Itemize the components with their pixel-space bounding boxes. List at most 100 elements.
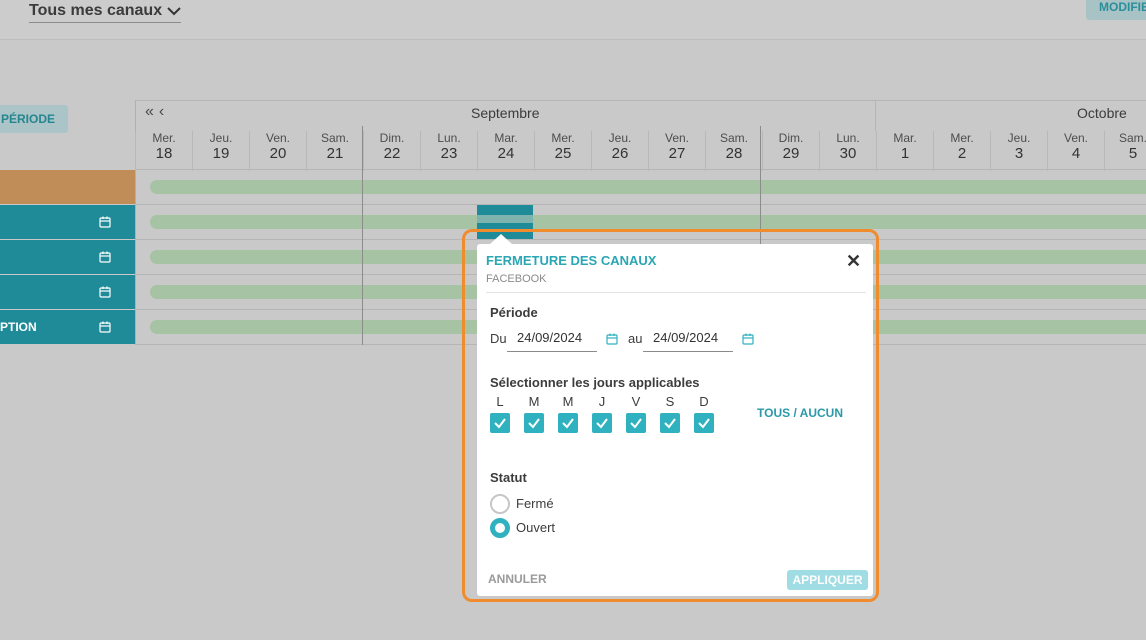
- calendar-icon[interactable]: [99, 216, 111, 228]
- day-header: Jeu. 3: [990, 131, 1047, 171]
- double-chevron-left-icon[interactable]: «: [145, 103, 159, 120]
- checkmark-icon: [528, 418, 540, 429]
- calendar-icon[interactable]: [99, 321, 111, 333]
- day-header: Lun. 30: [819, 131, 876, 171]
- month-divider: [875, 101, 876, 131]
- channel-select[interactable]: Tous mes canaux: [29, 0, 181, 23]
- weekday-checkbox[interactable]: [558, 413, 578, 433]
- weekday-checkbox[interactable]: [592, 413, 612, 433]
- day-header: Mar. 1: [876, 131, 933, 171]
- highlight-frame: [462, 229, 879, 602]
- status-ouvert-label: Ouvert: [516, 520, 556, 535]
- channel-row-label: PTION: [0, 320, 37, 334]
- day-name: Dim.: [778, 131, 804, 145]
- day-name: Ven.: [265, 131, 291, 145]
- day-name: Dim.: [379, 131, 405, 145]
- day-header: Jeu. 26: [591, 131, 648, 171]
- periode-label: Période: [490, 305, 538, 320]
- day-header: Dim. 29: [762, 131, 819, 171]
- day-name: Sam.: [719, 131, 748, 145]
- status-ferme-radio[interactable]: [490, 494, 510, 514]
- day-number: 22: [383, 145, 401, 162]
- day-header: Mer. 25: [534, 131, 591, 171]
- day-number: 21: [326, 145, 344, 162]
- date-from-input[interactable]: 24/09/2024: [507, 325, 597, 352]
- weekday-checkbox[interactable]: [626, 413, 646, 433]
- weekday-label: D: [699, 394, 709, 409]
- channel-row-header[interactable]: [0, 205, 135, 239]
- checkmark-icon: [596, 418, 608, 429]
- day-name: Jeu.: [209, 131, 233, 145]
- status-ouvert-radio[interactable]: [490, 518, 510, 538]
- day-name: Mer.: [152, 131, 176, 145]
- weekday-checkbox[interactable]: [490, 413, 510, 433]
- selected-cell-bar: [477, 215, 533, 223]
- weekday-label: M: [528, 394, 540, 409]
- row-divider: [135, 204, 1146, 205]
- close-channels-dialog: FERMETURE DES CANAUX FACEBOOK ✕ Période …: [477, 234, 873, 596]
- channel-row-header[interactable]: PTION: [0, 310, 135, 344]
- day-header: Ven. 20: [249, 131, 306, 171]
- weekday-checkbox[interactable]: [524, 413, 544, 433]
- status-ferme-label: Fermé: [516, 496, 554, 511]
- day-header: Lun. 23: [420, 131, 477, 171]
- close-icon[interactable]: ✕: [846, 251, 862, 271]
- weekday-checkbox[interactable]: [660, 413, 680, 433]
- day-number: 2: [957, 145, 967, 162]
- checkmark-icon: [698, 418, 710, 429]
- du-label: Du: [490, 331, 507, 346]
- tous-aucun-button[interactable]: TOUS / AUCUN: [757, 406, 844, 420]
- day-header: Dim. 22: [363, 131, 420, 171]
- channel-row-header[interactable]: [0, 240, 135, 274]
- dialog-subtitle: FACEBOOK: [486, 273, 547, 285]
- cancel-button[interactable]: ANNULER: [488, 572, 547, 586]
- day-header: Sam. 21: [306, 131, 363, 171]
- calendar-icon[interactable]: [742, 333, 754, 345]
- day-number: 29: [782, 145, 800, 162]
- day-number: 1: [900, 145, 910, 162]
- checkmark-icon: [562, 418, 574, 429]
- day-number: 19: [212, 145, 230, 162]
- chevron-left-icon[interactable]: ‹: [158, 103, 170, 120]
- checkmark-icon: [494, 418, 506, 429]
- date-to-input[interactable]: 24/09/2024: [643, 325, 733, 352]
- calendar-icon[interactable]: [99, 286, 111, 298]
- day-name: Lun.: [437, 131, 461, 145]
- periode-button[interactable]: PÉRIODE: [0, 105, 68, 133]
- day-name: Ven.: [1063, 131, 1089, 145]
- day-name: Sam.: [1118, 131, 1146, 145]
- day-header: Jeu. 19: [192, 131, 249, 171]
- au-label: au: [628, 331, 643, 346]
- checkmark-icon: [664, 418, 676, 429]
- dialog-title: FERMETURE DES CANAUX: [486, 253, 657, 268]
- day-header: Ven. 4: [1047, 131, 1104, 171]
- availability-bar[interactable]: [150, 180, 1146, 194]
- calendar-icon[interactable]: [99, 251, 111, 263]
- day-number: 28: [725, 145, 743, 162]
- popover-pointer: [489, 234, 513, 245]
- days-header: «‹ Septembre Octobre Mer. 18 Jeu. 19 Ven. 20 S…: [135, 100, 1146, 171]
- channel-row-header[interactable]: [0, 275, 135, 309]
- chevron-down-icon: [167, 7, 181, 16]
- day-name: Jeu.: [608, 131, 632, 145]
- row-divider: [135, 239, 1146, 240]
- day-name: Ven.: [664, 131, 690, 145]
- selected-cell[interactable]: [477, 205, 533, 239]
- day-name: Mar.: [494, 131, 518, 145]
- days-label: Sélectionner les jours applicables: [490, 375, 700, 390]
- weekday-label: V: [631, 394, 641, 409]
- day-name: Mer.: [551, 131, 575, 145]
- channel-row-header[interactable]: [0, 170, 135, 204]
- modify-button[interactable]: MODIFIER: [1086, 0, 1146, 20]
- divider: [486, 292, 866, 293]
- day-name: Mer.: [950, 131, 974, 145]
- apply-button[interactable]: APPLIQUER: [787, 570, 868, 590]
- calendar-nav: «‹: [145, 103, 169, 121]
- day-name: Mar.: [893, 131, 917, 145]
- day-number: 24: [497, 145, 515, 162]
- availability-bar[interactable]: [150, 215, 1146, 229]
- calendar-icon[interactable]: [606, 333, 618, 345]
- checkmark-icon: [630, 418, 642, 429]
- weekday-checkbox[interactable]: [694, 413, 714, 433]
- day-number: 20: [269, 145, 287, 162]
